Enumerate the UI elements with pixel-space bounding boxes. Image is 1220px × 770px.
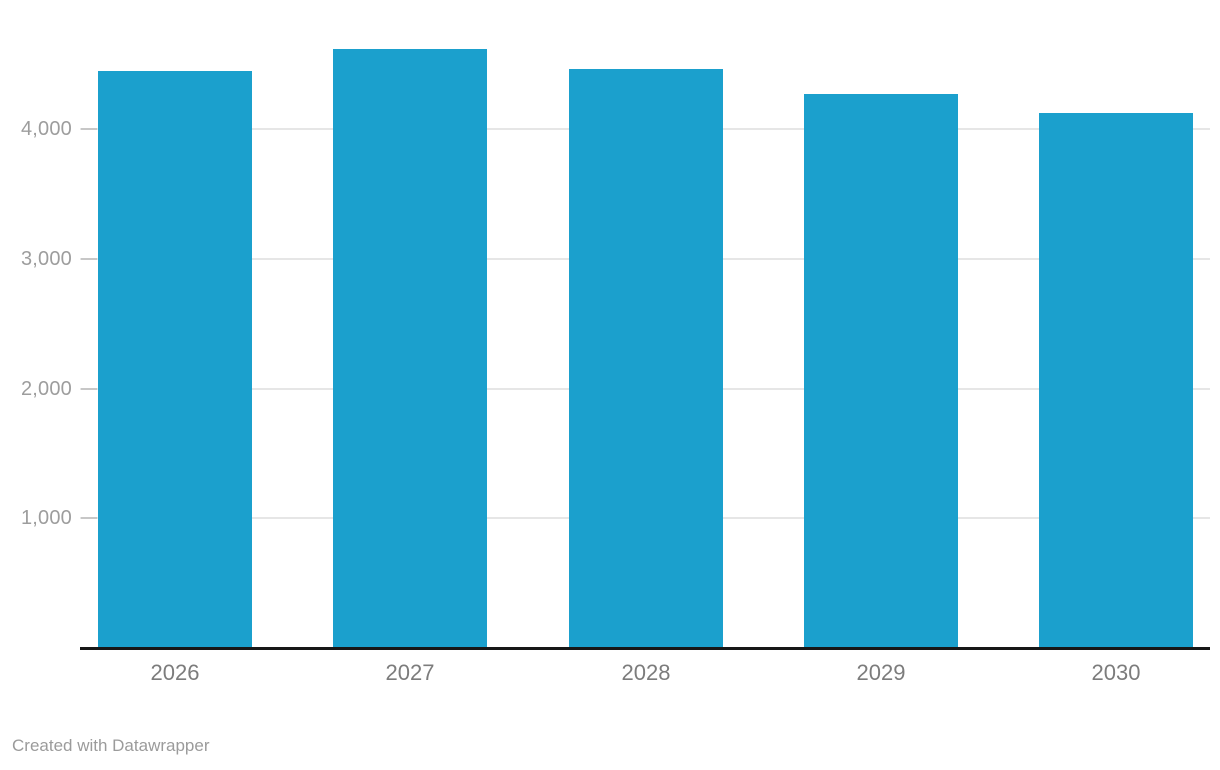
y-axis-tick bbox=[81, 517, 97, 519]
y-axis-label: 3,000 bbox=[20, 248, 72, 270]
attribution-text: Created with Datawrapper bbox=[12, 736, 210, 755]
x-axis-label-2026: 2026 bbox=[150, 660, 200, 685]
bar-2028[interactable] bbox=[569, 69, 723, 647]
x-axis-label-2028: 2028 bbox=[621, 660, 671, 685]
x-axis-line bbox=[80, 647, 1210, 650]
y-axis-label: 2,000 bbox=[20, 378, 72, 400]
bar-2029[interactable] bbox=[804, 94, 958, 647]
y-axis-tick bbox=[81, 258, 97, 260]
y-axis-tick bbox=[81, 388, 97, 390]
x-axis-label-2030: 2030 bbox=[1091, 660, 1141, 685]
y-axis-tick bbox=[81, 128, 97, 130]
y-axis-label: 4,000 bbox=[20, 118, 72, 140]
bar-2026[interactable] bbox=[98, 71, 252, 647]
x-axis-label-2029: 2029 bbox=[856, 660, 906, 685]
bar-2027[interactable] bbox=[333, 49, 487, 647]
y-axis-label: 1,000 bbox=[20, 507, 72, 529]
x-axis-label-2027: 2027 bbox=[385, 660, 435, 685]
bar-2030[interactable] bbox=[1039, 113, 1193, 647]
